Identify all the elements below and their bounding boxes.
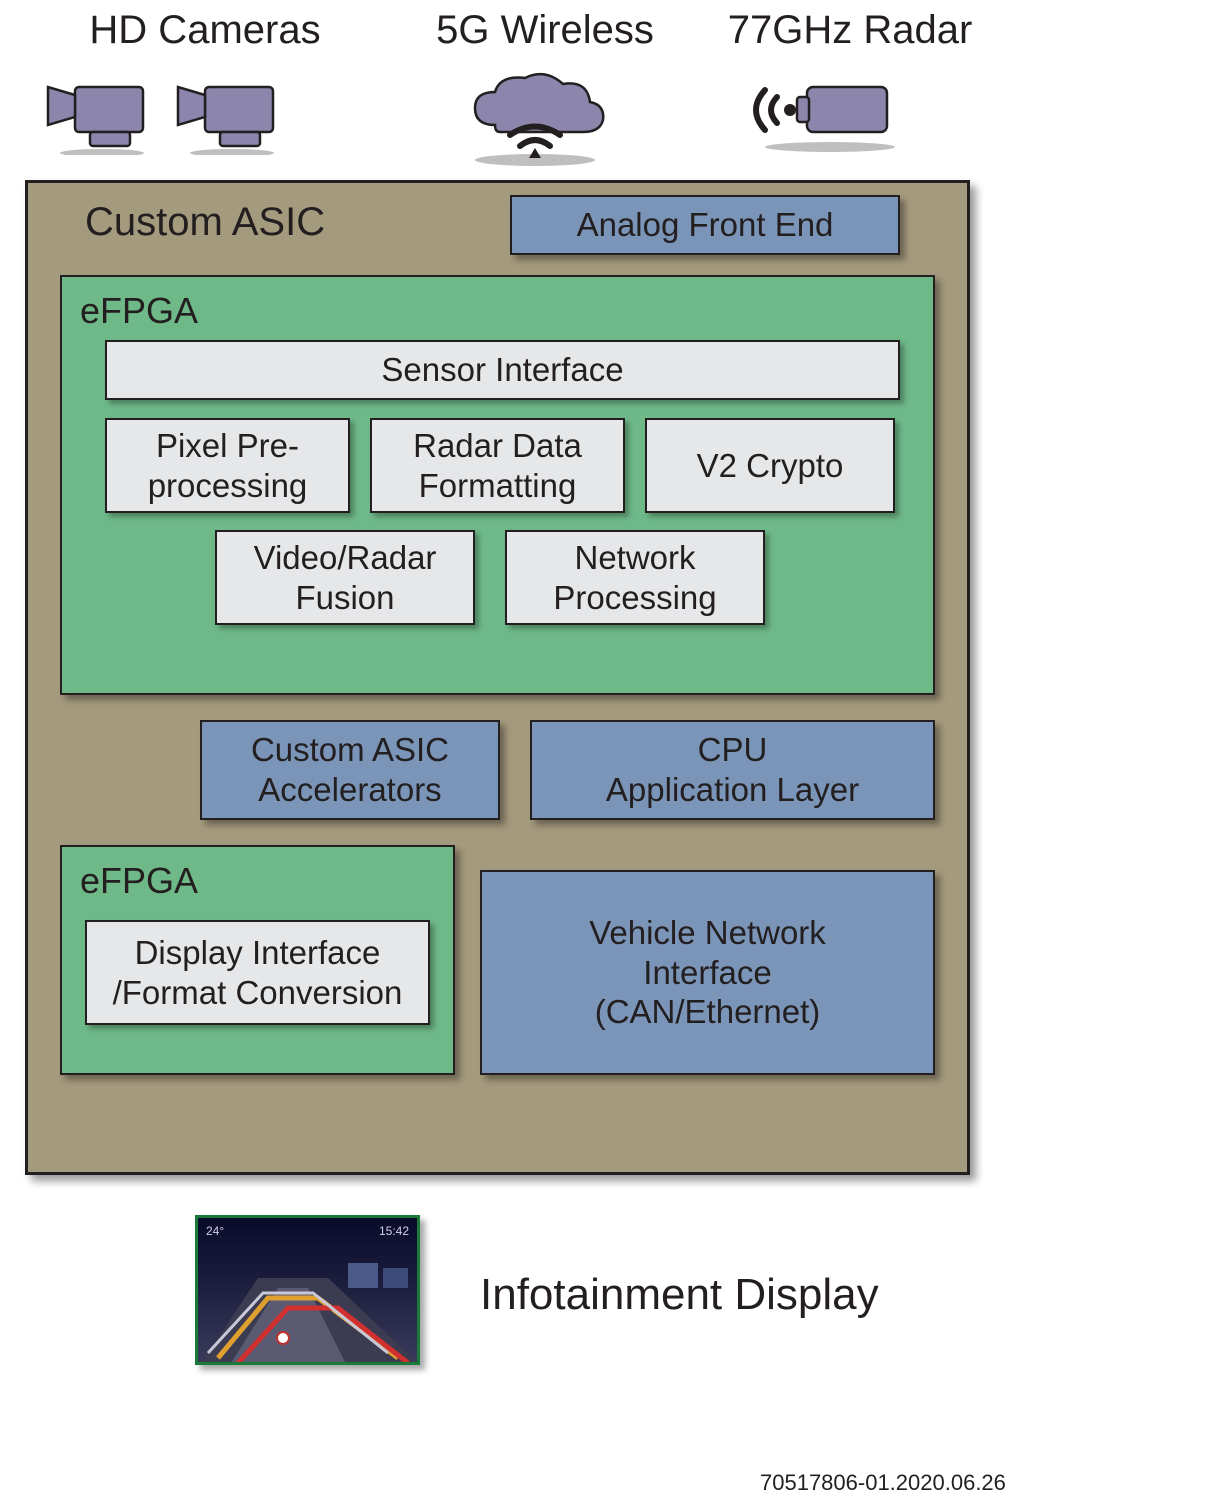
block-analog-front-end: Analog Front End (510, 195, 900, 255)
block-text: Radar Data Formatting (413, 426, 582, 505)
radar-icon (735, 75, 905, 155)
block-cpu-application-layer: CPU Application Layer (530, 720, 935, 820)
block-text: CPU Application Layer (606, 730, 859, 809)
block-display-interface: Display Interface /Format Conversion (85, 920, 430, 1025)
block-text: Display Interface /Format Conversion (113, 933, 403, 1012)
block-text: Pixel Pre- processing (148, 426, 308, 505)
block-custom-asic-accelerators: Custom ASIC Accelerators (200, 720, 500, 820)
label-hd-cameras: HD Cameras (75, 8, 335, 53)
block-vehicle-network-interface: Vehicle Network Interface (CAN/Ethernet) (480, 870, 935, 1075)
efpga-top-title: eFPGA (80, 290, 198, 332)
footer-code: 70517806-01.2020.06.26 (760, 1470, 1006, 1496)
block-text: Custom ASIC Accelerators (251, 730, 449, 809)
block-v2-crypto: V2 Crypto (645, 418, 895, 513)
label-infotainment-display: Infotainment Display (480, 1270, 879, 1320)
block-video-radar-fusion: Video/Radar Fusion (215, 530, 475, 625)
infotainment-display-image: 24° 15:42 (195, 1215, 420, 1365)
camera-icon (170, 75, 280, 155)
label-5g-wireless: 5G Wireless (415, 8, 675, 53)
block-text: Sensor Interface (381, 350, 623, 390)
block-text: Analog Front End (577, 205, 834, 245)
block-network-processing: Network Processing (505, 530, 765, 625)
efpga-bottom-title: eFPGA (80, 860, 198, 902)
cloud-wifi-icon (455, 70, 615, 170)
camera-icon (40, 75, 150, 155)
block-text: Vehicle Network Interface (CAN/Ethernet) (589, 913, 826, 1032)
block-sensor-interface: Sensor Interface (105, 340, 900, 400)
block-text: Video/Radar Fusion (254, 538, 437, 617)
block-text: V2 Crypto (697, 446, 844, 486)
label-77ghz-radar: 77GHz Radar (720, 8, 980, 53)
block-pixel-preprocessing: Pixel Pre- processing (105, 418, 350, 513)
custom-asic-title: Custom ASIC (85, 200, 325, 245)
block-radar-data-formatting: Radar Data Formatting (370, 418, 625, 513)
block-text: Network Processing (553, 538, 716, 617)
